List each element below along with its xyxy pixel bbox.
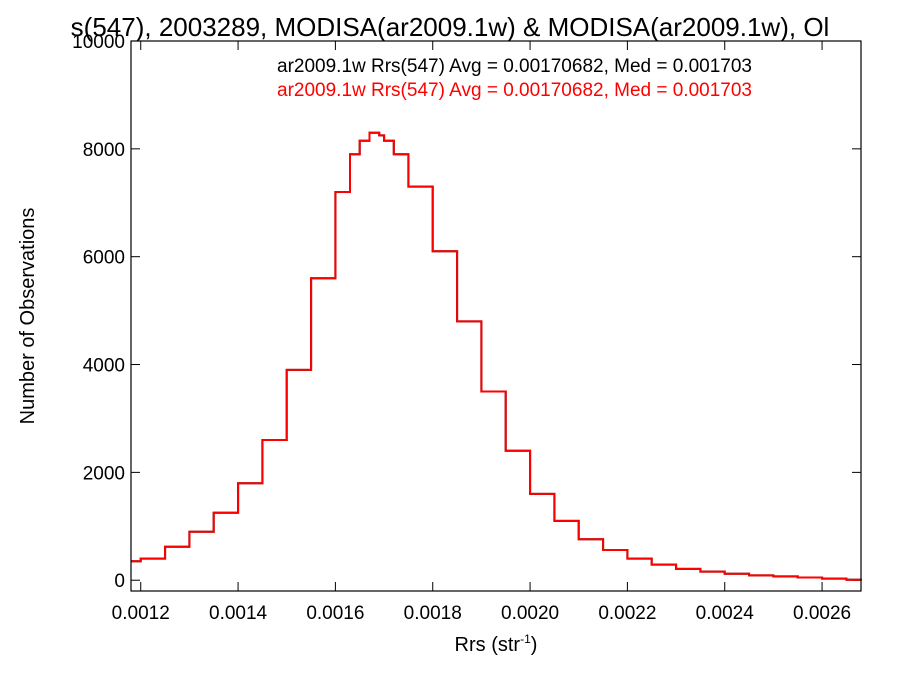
x-axis-ticks: 0.0012 0.0014 0.0016 0.0018 0.0020 0.0022 0.00… (112, 41, 851, 624)
y-axis-ticks: 0 2000 4000 6000 8000 10000 (72, 32, 861, 592)
x-tick-label: 0.0026 (793, 603, 851, 624)
y-axis-label: Number of Observations (17, 208, 39, 425)
legend-entry-red: ar2009.1w Rrs(547) Avg = 0.00170682, Med… (277, 80, 752, 101)
x-tick-label: 0.0024 (696, 603, 755, 624)
series-layer (131, 131, 862, 581)
x-tick-label: 0.0018 (404, 603, 462, 624)
x-axis-label: Rrs (str-1) (455, 632, 538, 656)
legend-entry-black: ar2009.1w Rrs(547) Avg = 0.00170682, Med… (277, 56, 752, 77)
y-tick-label: 0 (114, 571, 125, 592)
x-tick-label: 0.0012 (112, 603, 170, 624)
y-tick-label: 8000 (83, 140, 125, 161)
x-tick-label: 0.0020 (501, 603, 559, 624)
x-tick-label: 0.0016 (306, 603, 364, 624)
series-line-1 (131, 131, 862, 581)
x-tick-label: 0.0014 (209, 603, 268, 624)
y-tick-label: 4000 (83, 356, 125, 377)
y-tick-label: 2000 (83, 463, 125, 484)
x-tick-label: 0.0022 (598, 603, 656, 624)
y-tick-label: 10000 (72, 32, 125, 53)
chart-title: s(547), 2003289, MODISA(ar2009.1w) & MOD… (71, 12, 830, 42)
plot-frame (130, 40, 862, 592)
series-line-0 (131, 131, 862, 581)
y-tick-label: 6000 (83, 248, 125, 269)
